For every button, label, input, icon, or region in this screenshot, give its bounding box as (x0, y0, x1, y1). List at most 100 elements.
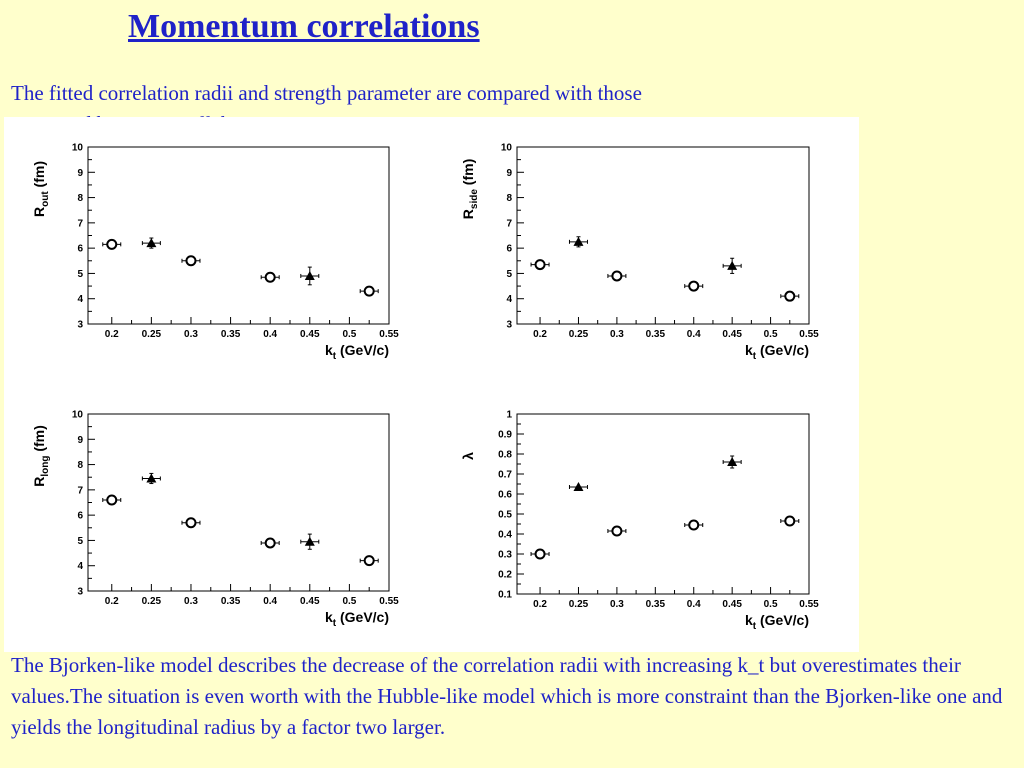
chart-3-frame (516, 413, 810, 595)
chart-0-xtick-label: 0.4 (263, 329, 277, 340)
chart-2-point (102, 494, 122, 506)
chart-2-point (359, 555, 379, 567)
chart-1-point (722, 257, 742, 274)
chart-0-xtick-label: 0.5 (342, 329, 356, 340)
chart-3-xtick-label: 0.3 (610, 599, 624, 610)
chart-1-xlabel: kt (GeV/c) (745, 342, 809, 362)
chart-3-xlabel: kt (GeV/c) (745, 612, 809, 632)
chart-1-xtick-label: 0.3 (610, 329, 624, 340)
chart-2-triangle-marker (304, 536, 315, 546)
chart-0-point (260, 271, 280, 283)
chart-1: 0.2 0.25 0.3 0.35 0.4 0.45 0.5 0.55 3 4 5 6 7 8 9 10 kt … (460, 143, 819, 363)
chart-1-point (568, 236, 588, 248)
chart-0-point (359, 285, 379, 297)
chart-3-xtick-label: 0.5 (764, 599, 778, 610)
chart-3-xtick-label: 0.4 (687, 599, 701, 610)
chart-2-ytick-label: 8 (77, 460, 83, 471)
chart-3-triangle-marker (727, 457, 738, 466)
chart-1-xtick-label: 0.55 (799, 329, 819, 340)
chart-3-point (722, 455, 742, 469)
chart-1-xtick-label: 0.4 (687, 329, 701, 340)
chart-0-xtick-label: 0.3 (184, 329, 198, 340)
chart-2-circle-marker (363, 555, 375, 567)
chart-2-ytick-label: 4 (77, 561, 83, 572)
chart-3-point (684, 519, 704, 531)
chart-1-ytick-label: 9 (506, 168, 512, 179)
chart-2-xtick-label: 0.35 (221, 596, 241, 607)
chart-3-ytick-label: 0.4 (498, 530, 512, 541)
chart-3-ytick-label: 0.6 (498, 490, 512, 501)
chart-3-ytick-label: 0.7 (498, 470, 512, 481)
chart-3-ytick-label: 1 (506, 410, 512, 421)
chart-2-xlabel: kt (GeV/c) (325, 609, 389, 629)
chart-0-triangle-marker (304, 270, 315, 280)
chart-0-xtick-label: 0.55 (379, 329, 399, 340)
chart-2-ytick-label: 9 (77, 435, 83, 446)
chart-0-ytick-label: 5 (77, 269, 83, 280)
chart-1-xtick-label: 0.25 (569, 329, 589, 340)
chart-2-point (260, 537, 280, 549)
chart-1-circle-marker (688, 280, 700, 292)
chart-1-ylabel: Rside (fm) (460, 159, 480, 219)
chart-3-point (607, 525, 627, 537)
chart-1-point (780, 290, 800, 302)
chart-2-ytick-label: 5 (77, 536, 83, 547)
chart-0-triangle-marker (146, 238, 157, 248)
chart-0-point (181, 255, 201, 267)
chart-0-xtick-label: 0.35 (221, 329, 241, 340)
chart-2-circle-marker (106, 494, 118, 506)
chart-3-xtick-label: 0.2 (533, 599, 547, 610)
chart-2-ytick-label: 6 (77, 511, 83, 522)
chart-1-point (530, 259, 550, 271)
chart-1-xtick-label: 0.45 (722, 329, 742, 340)
chart-1-xtick-label: 0.2 (533, 329, 547, 340)
chart-2-point (300, 533, 320, 550)
chart-0-xtick-label: 0.2 (105, 329, 119, 340)
chart-1-point (607, 270, 627, 282)
slide-title: Momentum correlations (128, 8, 480, 45)
chart-2-ytick-label: 3 (77, 587, 83, 598)
chart-1-ytick-label: 7 (506, 218, 512, 229)
chart-2-triangle-marker (146, 473, 157, 483)
chart-0-xtick-label: 0.25 (142, 329, 162, 340)
chart-1-xtick-label: 0.5 (764, 329, 778, 340)
chart-1-ytick-label: 4 (506, 294, 512, 305)
chart-0-ytick-label: 10 (72, 143, 84, 154)
chart-2-xtick-label: 0.2 (105, 596, 119, 607)
chart-1-triangle-marker (727, 260, 738, 270)
chart-2-point (141, 472, 161, 485)
chart-1-ytick-label: 3 (506, 320, 512, 331)
chart-3-ytick-label: 0.8 (498, 450, 512, 461)
chart-0-xtick-label: 0.45 (300, 329, 320, 340)
chart-0-ytick-label: 7 (77, 218, 83, 229)
chart-1-ytick-label: 6 (506, 244, 512, 255)
chart-0-frame (87, 146, 390, 325)
chart-1-ytick-label: 5 (506, 269, 512, 280)
chart-0-ytick-label: 3 (77, 320, 83, 331)
chart-3-ytick-label: 0.2 (498, 570, 512, 581)
chart-0-point (102, 238, 122, 250)
chart-3-xtick-label: 0.25 (569, 599, 589, 610)
chart-1-circle-marker (611, 270, 623, 282)
plot-panel: 0.2 0.25 0.3 0.35 0.4 0.45 0.5 0.55 3 4 5 6 7 8 9 10 kt … (4, 117, 859, 652)
chart-0-xlabel: kt (GeV/c) (325, 342, 389, 362)
chart-0-point (300, 266, 320, 286)
chart-0: 0.2 0.25 0.3 0.35 0.4 0.45 0.5 0.55 3 4 5 6 7 8 9 10 kt … (31, 143, 399, 363)
chart-2-xtick-label: 0.25 (142, 596, 162, 607)
chart-2-xtick-label: 0.3 (184, 596, 198, 607)
chart-0-point (141, 237, 161, 249)
chart-2-xtick-label: 0.4 (263, 596, 277, 607)
chart-3-ytick-label: 0.3 (498, 550, 512, 561)
plots-svg: 0.2 0.25 0.3 0.35 0.4 0.45 0.5 0.55345678910kt … (31, 143, 819, 633)
chart-0-circle-marker (185, 255, 197, 267)
chart-2-xtick-label: 0.55 (379, 596, 399, 607)
chart-3-point (530, 548, 550, 560)
chart-3-xtick-label: 0.35 (646, 599, 666, 610)
chart-0-ytick-label: 8 (77, 193, 83, 204)
chart-3-circle-marker (534, 548, 546, 560)
chart-1-frame (516, 146, 810, 325)
chart-2-xtick-label: 0.5 (342, 596, 356, 607)
chart-3-ytick-label: 0.5 (498, 510, 512, 521)
conclusion-text: The Bjorken-like model describes the dec… (11, 653, 1003, 739)
chart-2-point (181, 517, 201, 529)
